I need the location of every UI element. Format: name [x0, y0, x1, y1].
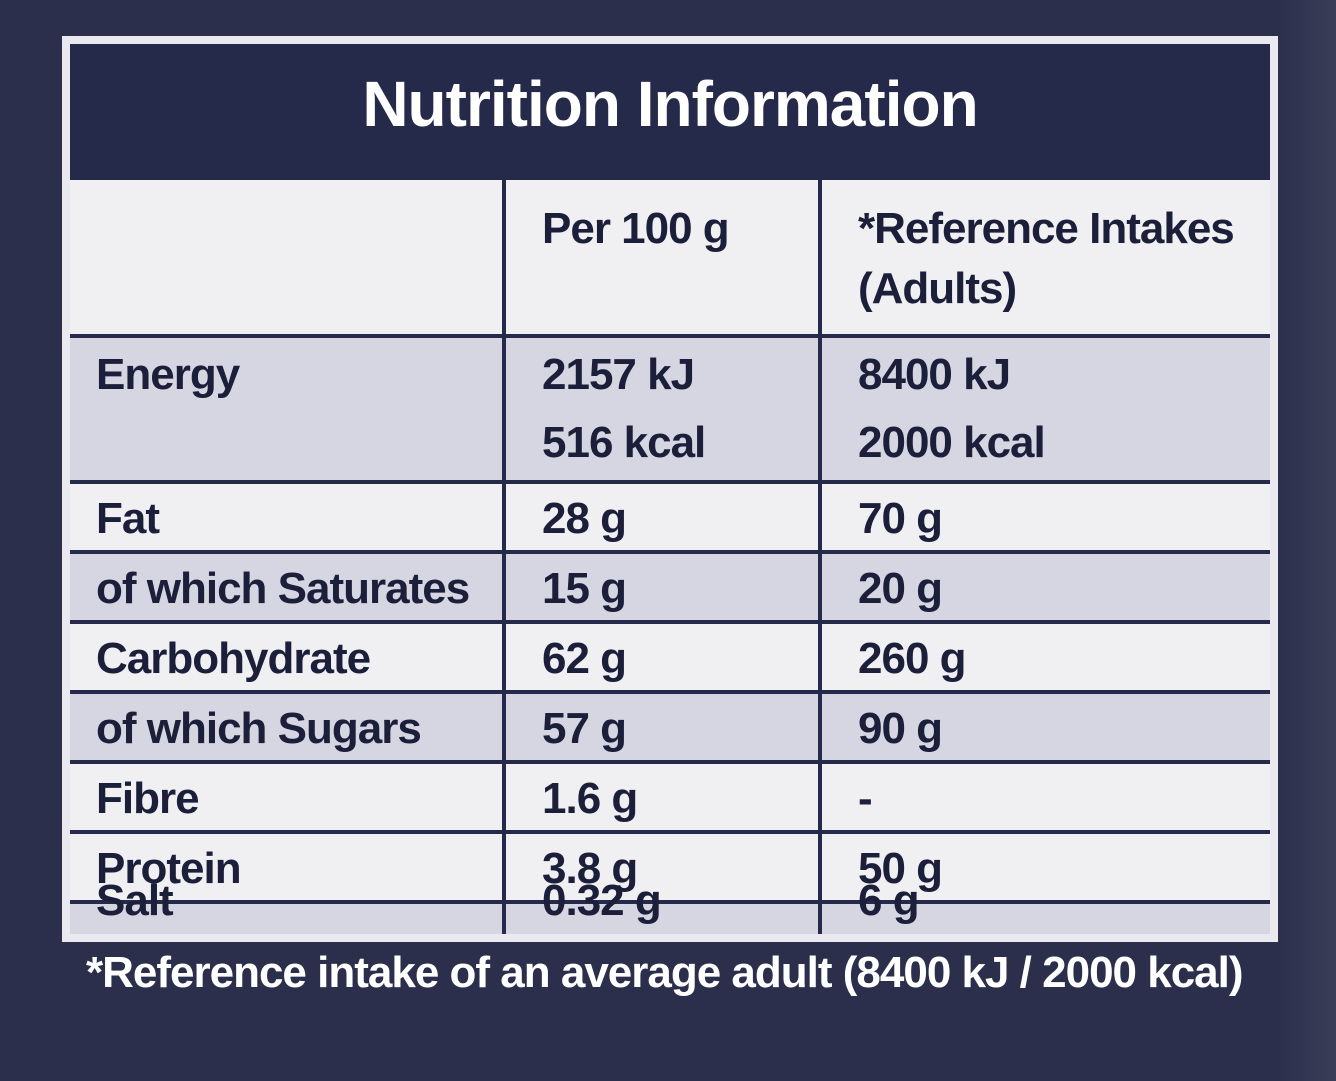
per100-value: 516 kcal	[542, 418, 706, 467]
reference-value: 6 g	[858, 876, 920, 925]
column-divider	[502, 180, 506, 934]
per100-value: 62 g	[542, 634, 627, 683]
column-divider	[818, 180, 822, 934]
background-edge	[1278, 0, 1336, 1081]
nutrient-label: Energy	[96, 350, 240, 399]
nutrient-label: Fat	[96, 494, 160, 543]
nutrition-panel: Nutrition Information Per 100 g *Referen…	[62, 36, 1278, 942]
table-row-carbohydrate: Carbohydrate 62 g 260 g	[70, 620, 1270, 690]
nutrient-label: Salt	[96, 876, 174, 925]
table-row-saturates: of which Saturates 15 g 20 g	[70, 550, 1270, 620]
reference-value: 50 g	[858, 844, 943, 893]
per100-value: 15 g	[542, 564, 627, 613]
panel-title: Nutrition Information	[70, 44, 1270, 180]
reference-value: 70 g	[858, 494, 943, 543]
table-row-protein: Protein 3.8 g 50 g	[70, 830, 1270, 900]
per100-value: 1.6 g	[542, 774, 638, 823]
table-row-fibre: Fibre 1.6 g -	[70, 760, 1270, 830]
reference-value: 260 g	[858, 634, 967, 683]
per100-value: 2157 kJ	[542, 350, 695, 399]
footnote: *Reference intake of an average adult (8…	[86, 948, 1244, 997]
per100-value: 3.8 g	[542, 844, 638, 893]
header-per-100g: Per 100 g	[542, 204, 730, 253]
table-row-fat: Fat 28 g 70 g	[70, 480, 1270, 550]
reference-value: 90 g	[858, 704, 943, 753]
header-adults: (Adults)	[858, 264, 1017, 313]
table-row-salt	[70, 900, 1270, 934]
nutrition-table: Per 100 g *Reference Intakes (Adults) En…	[70, 180, 1270, 934]
reference-value: 8400 kJ	[858, 350, 1011, 399]
reference-value: -	[858, 774, 873, 823]
table-header-row: Per 100 g *Reference Intakes (Adults)	[70, 180, 1270, 334]
salt-row-content: Salt 0.32 g 6 g	[70, 866, 1270, 936]
reference-value: 2000 kcal	[858, 418, 1046, 467]
per100-value: 28 g	[542, 494, 627, 543]
per100-value: 57 g	[542, 704, 627, 753]
nutrient-label: of which Sugars	[96, 704, 422, 753]
reference-value: 20 g	[858, 564, 943, 613]
nutrient-label: Carbohydrate	[96, 634, 371, 683]
nutrient-label: of which Saturates	[96, 564, 470, 613]
nutrient-label: Protein	[96, 844, 242, 893]
per100-value: 0.32 g	[542, 876, 662, 925]
nutrient-label: Fibre	[96, 774, 200, 823]
header-reference-intakes: *Reference Intakes	[858, 204, 1235, 253]
table-row-sugars: of which Sugars 57 g 90 g	[70, 690, 1270, 760]
table-row-energy: Energy 2157 kJ 516 kcal 8400 kJ 2000 kca…	[70, 334, 1270, 480]
